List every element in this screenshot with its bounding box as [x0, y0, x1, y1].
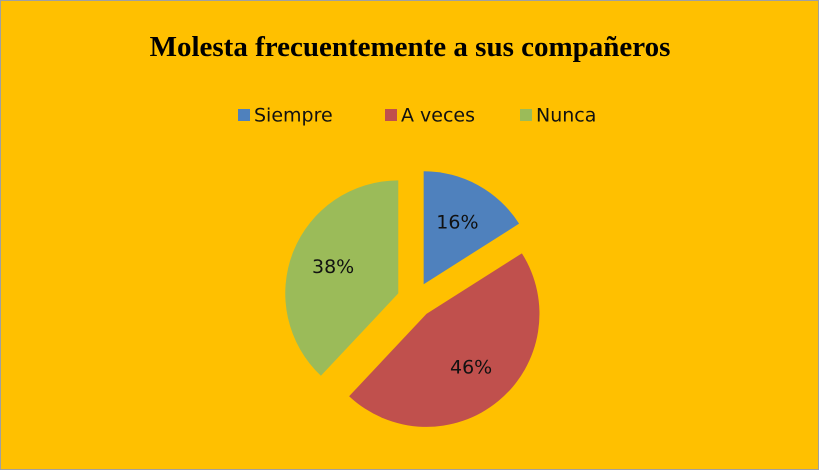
- legend-label: Siempre: [254, 105, 333, 127]
- data-label: 16%: [436, 211, 478, 233]
- legend-swatch: [385, 109, 397, 121]
- chart-title: Molesta frecuentemente a sus compañeros: [150, 31, 671, 63]
- legend-label: Nunca: [536, 105, 596, 127]
- pie-slice: [285, 180, 399, 376]
- pie-slice: [423, 171, 520, 285]
- legend-label: A veces: [401, 105, 475, 127]
- legend-swatch: [238, 109, 250, 121]
- pie-slice: [349, 253, 540, 427]
- data-label: 46%: [450, 356, 492, 378]
- data-label: 38%: [312, 256, 354, 278]
- legend-swatch: [520, 109, 532, 121]
